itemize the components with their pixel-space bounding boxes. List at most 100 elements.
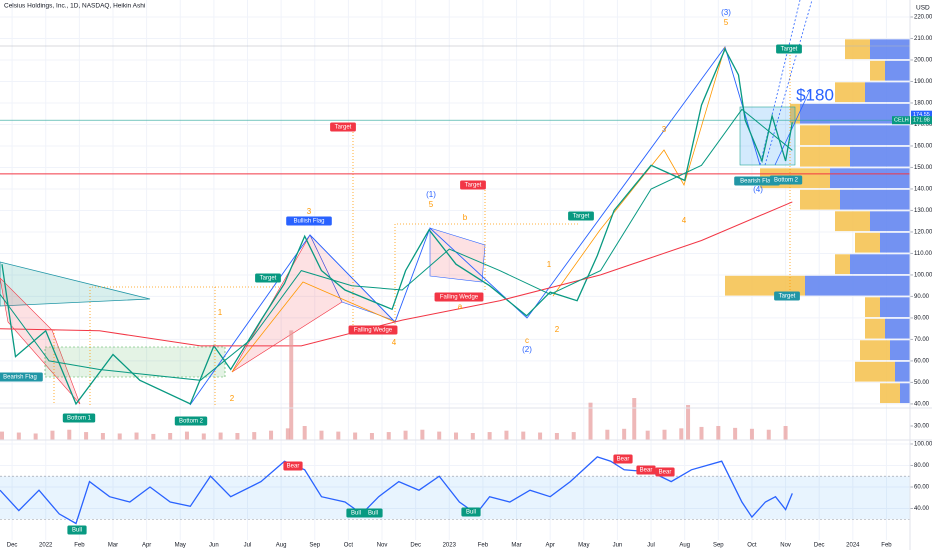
profile-down: [855, 361, 895, 382]
x-tick-label: Dec: [410, 543, 421, 549]
wave-line: [552, 46, 726, 297]
annotation-label: 4: [392, 338, 397, 347]
projection-line: [774, 89, 811, 166]
volume-bar: [662, 429, 667, 440]
annotation-label: (4): [753, 185, 763, 194]
price-line: [1, 47, 793, 406]
volume-bar: [319, 430, 324, 440]
profile-up: [885, 60, 910, 81]
annotation-box: [460, 180, 486, 190]
volume-bar: [733, 427, 738, 440]
volume-bar: [50, 430, 55, 440]
profile-up: [870, 211, 910, 232]
y-tick-label: 170.00: [914, 122, 932, 128]
price-label: 171.98: [913, 118, 930, 124]
y-tick-label: 80.00: [914, 316, 930, 322]
currency: USD: [916, 5, 930, 12]
y-tick-label: 190.00: [914, 79, 932, 85]
annotation-box: [461, 507, 481, 517]
annotation-label: $180: [796, 85, 834, 104]
annotation-label: 2: [230, 394, 235, 403]
annotation-box: [636, 465, 656, 475]
profile-up: [880, 232, 910, 253]
annotation-box: [568, 211, 594, 221]
profile-down: [835, 254, 850, 275]
annotation-box: [283, 461, 303, 471]
annotation-box: [330, 122, 356, 132]
x-tick-label: Mar: [511, 543, 521, 549]
volume-bar: [521, 431, 526, 440]
volume-bar: [588, 402, 593, 440]
volume-bar: [67, 429, 72, 440]
volume-bar: [504, 430, 509, 440]
profile-down: [880, 383, 900, 404]
chart-title: Celsius Holdings, Inc., 1D, NASDAQ, Heik…: [4, 3, 145, 10]
volume-bar: [302, 426, 307, 440]
volume-bar: [285, 428, 290, 440]
profile-up: [840, 189, 910, 210]
volume-bar: [749, 428, 754, 440]
profile-up: [895, 361, 910, 382]
rsi-line: [0, 456, 793, 525]
volume-bar: [766, 429, 771, 440]
volume-bar: [168, 433, 173, 440]
y-tick-label: 60.00: [914, 485, 930, 491]
profile-up: [830, 125, 910, 146]
target-line: [89, 286, 280, 405]
annotation-label: 1: [218, 308, 223, 317]
moving-average: [0, 108, 793, 381]
wedge-shape: [429, 227, 486, 283]
y-tick-label: 180.00: [914, 101, 932, 107]
price-label-bg: [911, 116, 932, 125]
profile-down: [835, 82, 865, 103]
profile-down: [800, 146, 850, 167]
y-tick-label: 120.00: [914, 230, 932, 236]
profile-up: [900, 383, 910, 404]
volume-bar: [336, 431, 341, 440]
annotation-box: [769, 175, 803, 185]
volume-bar: [184, 431, 189, 440]
profile-up: [885, 318, 910, 339]
grid: [0, 0, 913, 540]
annotation-label: Bull: [351, 511, 361, 517]
annotation-box: [255, 273, 281, 283]
annotation-label: Bear: [617, 457, 630, 463]
annotation-label: Target: [779, 294, 796, 300]
y-tick-label: 40.00: [914, 506, 930, 512]
annotation-label: b: [463, 213, 468, 222]
annotation-label: Bottom 2: [774, 178, 799, 184]
volume-bar: [605, 429, 610, 440]
x-tick-label: Feb: [74, 543, 85, 549]
volume-bar: [632, 398, 637, 440]
volume-bar: [571, 432, 576, 440]
annotation-box: [734, 176, 780, 186]
volume-bar: [783, 426, 788, 440]
y-tick-label: 40.00: [914, 401, 930, 407]
profile-down: [725, 275, 805, 296]
volume-bar: [117, 433, 122, 440]
y-tick-label: 90.00: [914, 294, 930, 300]
flag-shape: [0, 277, 81, 405]
annotation-box: [286, 216, 332, 226]
annotation-label: c: [525, 336, 529, 345]
volume-bar: [201, 433, 206, 440]
profile-up: [830, 168, 910, 189]
y-tick-label: 100.00: [914, 442, 932, 448]
annotation-box: [655, 467, 675, 477]
annotation-box: [363, 508, 383, 518]
y-tick-label: 160.00: [914, 144, 932, 150]
volume-bar: [0, 431, 5, 440]
volume-bar: [269, 430, 274, 440]
annotation-box: [776, 44, 802, 54]
volume-bar: [289, 330, 294, 440]
annotation-label: Bullish Flag: [293, 219, 324, 225]
wave-line: [231, 281, 396, 373]
annotation-box: [346, 508, 366, 518]
y-tick-label: 70.00: [914, 337, 930, 343]
price-label-bg: [911, 110, 932, 119]
annotation-label: 3: [307, 207, 312, 216]
annotation-label: Bear: [659, 470, 672, 476]
annotation-label: Bear: [287, 464, 300, 470]
volume-bar: [353, 432, 358, 440]
